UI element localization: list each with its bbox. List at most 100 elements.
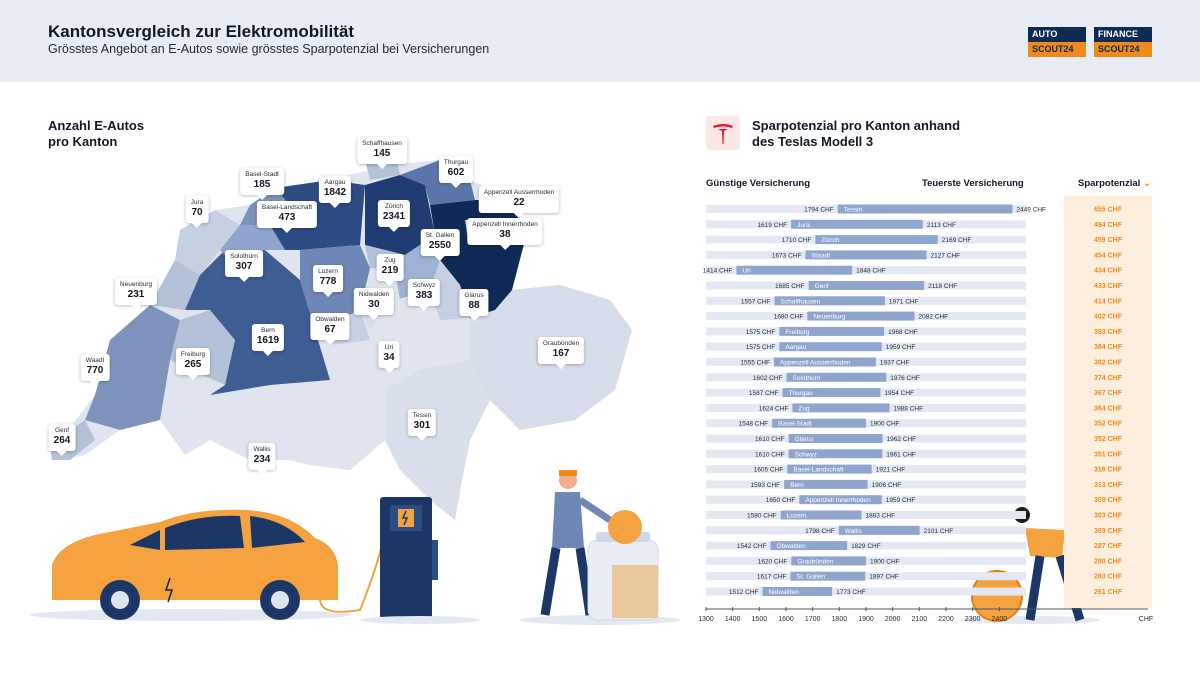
map-pin-value: 88 [468, 300, 480, 311]
range-bar [788, 449, 883, 459]
savings-value: 374 CHF [1094, 375, 1123, 382]
min-price-label: 1610 CHF [755, 436, 785, 443]
map-pin-name: Bern [261, 327, 275, 334]
map-pin-name: Schaffhausen [362, 140, 402, 147]
range-bar-canton: Tessin [844, 207, 863, 214]
map-pin-value: 602 [447, 167, 465, 178]
map-pin-name: Appenzell Ausserrhoden [483, 189, 555, 196]
range-bar [815, 235, 938, 245]
map-pin-value: 473 [278, 212, 296, 223]
min-price-label: 1624 CHF [759, 405, 789, 412]
logo-finance-bottom: SCOUT24 [1094, 42, 1152, 57]
range-bar [787, 464, 872, 474]
max-price-label: 1848 CHF [856, 268, 886, 275]
range-bar [762, 587, 833, 596]
range-bar [772, 418, 866, 428]
range-bar-canton: Luzern [787, 513, 807, 520]
range-bar [791, 219, 923, 229]
range-bar [779, 342, 882, 352]
map-pin-value: 38 [499, 229, 511, 240]
range-bar-canton: Uri [742, 268, 750, 275]
max-price-label: 1954 CHF [884, 390, 914, 397]
range-bar [808, 281, 925, 290]
min-price-label: 1685 CHF [775, 283, 805, 290]
map-pin-name: Tessin [412, 412, 432, 419]
electric-car-illustration [30, 509, 386, 621]
x-tick-label: 2400 [992, 616, 1008, 623]
map-pin-genf: Genf 264 [48, 424, 76, 456]
max-price-label: 2113 CHF [927, 222, 956, 229]
map-pin-value: 2550 [428, 240, 452, 251]
savings-value: 494 CHF [1094, 222, 1123, 229]
max-price-label: 2127 CHF [931, 252, 961, 259]
range-bar-canton: Nidwalden [769, 589, 800, 596]
map-pin-name: Basel-Landschaft [261, 204, 313, 211]
map-pin-glarus: Glarus 88 [459, 289, 489, 321]
max-price-label: 1829 CHF [851, 543, 881, 550]
logo-finance-top: FINANCE [1094, 27, 1152, 42]
map-pin-name: Glarus [464, 292, 484, 299]
min-price-label: 1575 CHF [746, 329, 776, 336]
autoscout24-logo: AUTO SCOUT24 [1028, 27, 1086, 57]
range-bar-canton: Freiburg [785, 329, 810, 336]
col-header-savings: Sparpotenzial ⌄ [1078, 178, 1151, 189]
map-pin-name: Appenzell Innerrhoden [472, 221, 538, 228]
range-bar-canton: Neuenburg [813, 314, 846, 321]
min-price-label: 1620 CHF [758, 558, 788, 565]
max-price-label: 1968 CHF [888, 329, 918, 336]
savings-value: 313 CHF [1094, 482, 1123, 489]
map-pin-name: Aargau [324, 179, 346, 186]
map-bern [185, 250, 330, 395]
row-track [706, 266, 1026, 275]
map-pin-value: 265 [184, 359, 202, 370]
min-price-label: 1575 CHF [746, 344, 776, 351]
map-pin-name: Schwyz [412, 282, 436, 289]
savings-value: 367 CHF [1094, 390, 1123, 397]
map-pin-appenzell-innerrhoden: Appenzell Innerrhoden 38 [467, 218, 543, 250]
map-title-line1: Anzahl E-Autos [48, 118, 145, 133]
range-bar [838, 525, 920, 535]
range-bar [799, 495, 882, 505]
savings-value: 303 CHF [1094, 528, 1123, 535]
range-bar [837, 204, 1013, 214]
map-pin-basel-landschaft: Basel-Landschaft 473 [256, 201, 318, 233]
insurance-title-line1: Sparpotenzial pro Kanton anhand [752, 118, 961, 133]
map-pin-name: Waadt [85, 357, 105, 364]
range-bar [736, 265, 853, 275]
range-bar-canton: Zug [798, 405, 810, 412]
map-jura [175, 210, 240, 275]
savings-value: 414 CHF [1094, 298, 1123, 305]
min-price-label: 1593 CHF [751, 482, 781, 489]
range-bar-canton: Glarus [795, 436, 815, 443]
max-price-label: 1900 CHF [870, 421, 900, 428]
range-bar-canton: Solothurn [793, 375, 821, 382]
map-pin-appenzell-ausserrhoden: Appenzell Ausserrhoden 22 [478, 186, 560, 218]
map-pin-value: 1619 [256, 335, 280, 346]
man-savings-jar-illustration [520, 470, 680, 625]
savings-value: 280 CHF [1094, 558, 1123, 565]
map-pin-name: St. Gallen [425, 232, 455, 239]
map-pin-value: 22 [513, 197, 525, 208]
map-pin-wallis: Wallis 234 [248, 443, 276, 475]
range-bar-canton: Appenzell Innerrhoden [805, 497, 871, 504]
x-tick-label: 1800 [832, 616, 848, 623]
map-pin-name: Luzern [318, 268, 338, 275]
map-pin-luzern: Luzern 778 [313, 265, 343, 297]
range-bar [791, 556, 866, 566]
range-bar-canton: Obwalden [777, 543, 807, 550]
logo-auto-bottom: SCOUT24 [1028, 42, 1086, 57]
range-bar [788, 434, 883, 443]
range-bar-canton: Basel-Stadt [778, 421, 812, 428]
header-band: Kantonsvergleich zur Elektromobilität Gr… [0, 0, 1200, 82]
map-wallis [160, 380, 385, 470]
range-bar [774, 357, 876, 367]
map-pin-name: Graubünden [542, 340, 580, 347]
map-pin-value: 778 [319, 276, 337, 287]
map-pin-name: Freiburg [180, 351, 206, 358]
savings-value: 382 CHF [1094, 360, 1123, 367]
max-price-label: 1971 CHF [889, 298, 919, 305]
savings-value: 433 CHF [1094, 283, 1123, 290]
savings-value: 352 CHF [1094, 421, 1123, 428]
max-price-label: 1883 CHF [865, 513, 895, 520]
min-price-label: 1680 CHF [774, 314, 804, 321]
